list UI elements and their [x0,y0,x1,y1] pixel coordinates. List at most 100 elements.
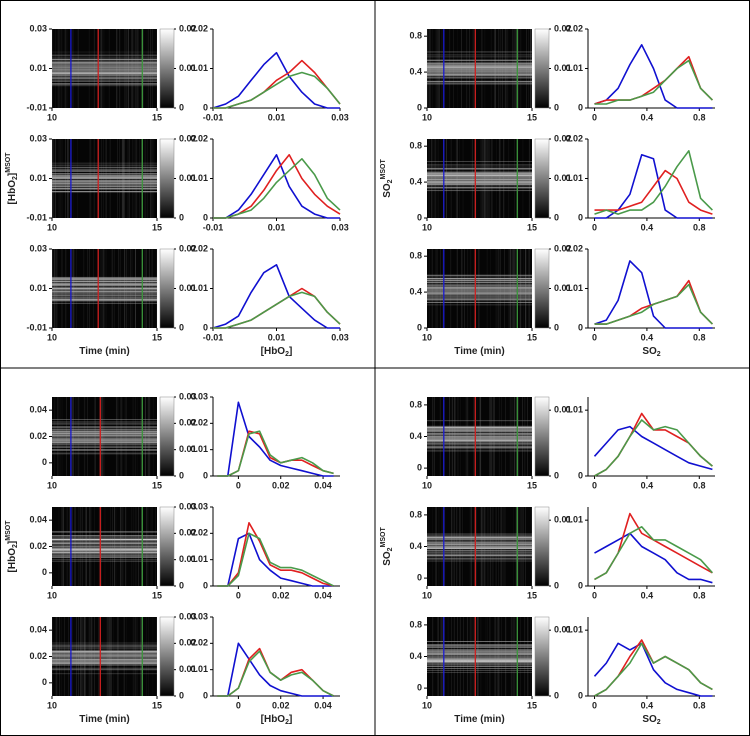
colorbar-tick-label: 0.01 [554,173,572,183]
x-tick-label: 10 [422,590,432,600]
heatmap-texture [427,617,532,696]
x-tick-label: 10 [47,480,57,490]
y-tick-label: -0.01 [26,322,47,332]
x-tick-label: 0 [592,590,597,600]
x-tick-label: 15 [527,332,537,342]
label-part: SO [642,714,657,725]
y-tick-label: 0 [417,682,422,692]
y-tick-label: 0.8 [409,141,422,151]
colorbar-tick-label: 0 [554,470,559,480]
histogram-line [594,412,713,477]
x-tick-label: 10 [422,700,432,710]
axis-label: Time (min) [79,346,129,357]
colorbar-tick-label: 0.01 [179,283,197,293]
colorbar [534,248,550,329]
y-tick-label: 0.01 [190,173,208,183]
x-tick-label: 0 [236,590,241,600]
histogram-line [217,522,334,587]
y-tick-label: 0.4 [409,431,422,441]
x-tick-label: 0 [592,480,597,490]
y-tick-label: 0 [203,470,208,480]
y-tick-label: 0.01 [29,173,47,183]
colorbar-tick-label: 0 [179,470,184,480]
colorbar [159,138,175,219]
x-tick-label: 0.8 [693,480,706,490]
histogram-line [217,430,334,477]
y-tick-label: 0 [578,580,583,590]
x-tick-label: 0.02 [272,480,290,490]
colorbar-tick-label: 0.02 [179,243,197,253]
x-tick-label: 0.02 [272,590,290,600]
x-tick-label: 15 [527,590,537,600]
y-tick-label: 0.01 [29,283,47,293]
label-part: 2 [387,547,394,551]
colorbar-tick-label: 0.01 [554,283,572,293]
heatmap-texture [51,139,157,218]
label-part: MSOT [380,158,387,179]
heatmap [427,249,532,328]
colorbar-tick-label: 0.03 [179,501,197,511]
y-tick-label: 0.02 [190,638,208,648]
y-tick-label: 0.4 [409,651,422,661]
histogram-line [213,71,341,109]
y-tick-label: -0.01 [26,212,47,222]
label-part: [HbO [7,180,18,205]
x-tick-label: 0 [592,332,597,342]
heatmap [52,617,157,696]
heatmap [427,617,532,696]
histogram-line [593,642,713,697]
y-tick-label: 0 [417,462,422,472]
x-tick-label: 0.4 [641,480,654,490]
label-part: MSOT [5,152,12,173]
y-tick-label: 0.4 [409,176,422,186]
y-tick-label: 0.8 [409,251,422,261]
y-tick-label: 0.01 [190,664,208,674]
histogram-line [213,291,341,329]
x-tick-label: 0.8 [693,222,706,232]
histogram-line [594,55,713,105]
y-tick-label: 0.04 [29,515,47,525]
x-tick-label: 0.4 [641,700,654,710]
colorbar-tick-label: 0.02 [179,528,197,538]
histogram-line [594,260,713,329]
x-tick-label: 0 [592,700,597,710]
colorbar [159,396,175,477]
y-tick-label: 0 [578,322,583,332]
y-tick-label: 0.8 [409,399,422,409]
colorbar [159,616,175,697]
label-part: 2 [387,179,394,183]
label-part: SO [642,346,657,357]
y-tick-label: 0 [203,690,208,700]
histogram-line [594,59,713,105]
y-tick-label: 0 [42,677,47,687]
colorbar-tick-label: 0.01 [554,515,572,525]
colorbar-tick-label: 0 [554,102,559,112]
x-tick-label: 0.04 [314,590,332,600]
y-tick-label: 0.03 [29,133,47,143]
colorbar-tick-label: 0.01 [179,664,197,674]
histogram-line [594,532,713,584]
y-tick-label: 0 [417,572,422,582]
heatmap-texture [427,249,532,328]
label-part: [HbO [7,548,18,573]
histogram-line [217,401,334,477]
y-tick-label: 0.01 [190,283,208,293]
label-part: SO [382,183,393,198]
y-tick-label: 0 [203,322,208,332]
heatmap-texture [426,29,532,108]
heatmap-texture [51,617,158,696]
y-tick-label: 0.01 [190,63,208,73]
colorbar [159,506,175,587]
colorbar-tick-label: 0.02 [179,638,197,648]
y-tick-label: 0.02 [190,133,208,143]
y-tick-label: 0 [578,470,583,480]
x-tick-label: 0.8 [693,332,706,342]
y-tick-label: 0 [417,102,422,112]
colorbar-tick-label: 0.01 [554,63,572,73]
colorbar-tick-label: 0.02 [554,23,572,33]
x-tick-label: -0.01 [203,112,224,122]
x-tick-label: 10 [47,590,57,600]
x-tick-label: 0.4 [641,332,654,342]
colorbar-tick-label: 0.01 [179,444,197,454]
axis-label: [HbO2] [261,714,293,727]
